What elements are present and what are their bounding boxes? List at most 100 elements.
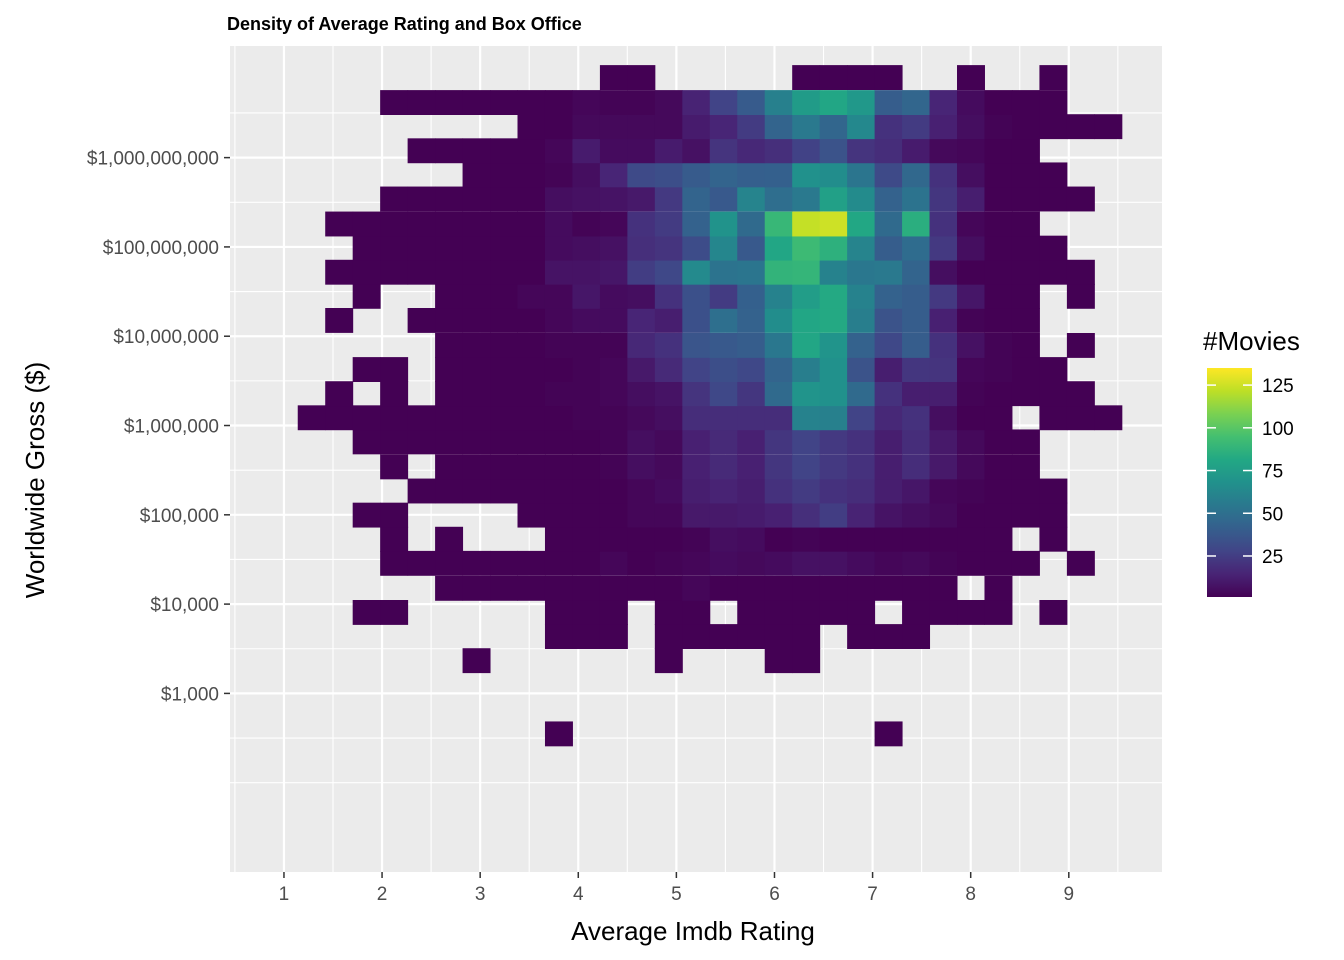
- heatmap-cell: [764, 138, 793, 164]
- heatmap-cell: [819, 381, 848, 407]
- heatmap-cell: [819, 357, 848, 382]
- heatmap-cell: [544, 90, 573, 115]
- heatmap-cell: [792, 186, 821, 212]
- heatmap-cell: [544, 454, 573, 480]
- heatmap-cell: [517, 138, 546, 164]
- heatmap-cell: [902, 90, 931, 115]
- heatmap-cell: [490, 259, 518, 285]
- heatmap-cell: [352, 235, 381, 261]
- heatmap-cell: [874, 478, 903, 504]
- heatmap-cell: [792, 575, 821, 601]
- heatmap-cell: [984, 429, 1013, 455]
- heatmap-cell: [874, 186, 903, 212]
- heatmap-cell: [957, 259, 985, 285]
- heatmap-cell: [792, 381, 821, 407]
- heatmap-cell: [435, 575, 464, 601]
- heatmap-cell: [737, 235, 766, 261]
- heatmap-cell: [1011, 235, 1040, 261]
- heatmap-cell: [1066, 186, 1095, 212]
- heatmap-cell: [517, 429, 546, 455]
- heatmap-cell: [682, 454, 711, 480]
- heatmap-cell: [1011, 283, 1040, 309]
- heatmap-cell: [792, 429, 821, 455]
- heatmap-cell: [599, 114, 628, 140]
- heatmap-cell: [819, 90, 848, 115]
- heatmap-cell: [984, 405, 1013, 431]
- heatmap-cell: [929, 138, 958, 164]
- heatmap-cell: [654, 600, 683, 625]
- heatmap-cell: [407, 186, 436, 212]
- heatmap-cell: [984, 454, 1013, 480]
- heatmap-cell: [490, 478, 518, 504]
- x-tick-label: 3: [475, 884, 486, 905]
- heatmap-cell: [847, 600, 876, 625]
- heatmap-cell: [1011, 429, 1040, 455]
- heatmap-cell: [517, 162, 546, 188]
- heatmap-cell: [847, 502, 876, 528]
- heatmap-cell: [902, 502, 931, 528]
- heatmap-cell: [764, 600, 793, 625]
- heatmap-cell: [709, 575, 738, 601]
- heatmap-cell: [929, 550, 958, 576]
- heatmap-cell: [572, 235, 601, 261]
- heatmap-cell: [544, 721, 573, 747]
- heatmap-cell: [847, 65, 876, 90]
- heatmap-cell: [847, 162, 876, 188]
- heatmap-cell: [1066, 405, 1095, 431]
- heatmap-cell: [462, 90, 491, 115]
- heatmap-cell: [737, 502, 766, 528]
- legend-ticks: 25 50 75 100 125: [1207, 376, 1294, 568]
- heatmap-cell: [1039, 235, 1068, 261]
- heatmap-cell: [380, 381, 409, 407]
- heatmap-cell: [792, 550, 821, 576]
- heatmap-cell: [929, 357, 958, 382]
- heatmap-cell: [627, 454, 656, 480]
- heatmap-cell: [819, 259, 848, 285]
- heatmap-cell: [819, 308, 848, 333]
- heatmap-cell: [737, 478, 766, 504]
- heatmap-cell: [682, 526, 711, 552]
- heatmap-cell: [984, 502, 1013, 528]
- heatmap-cell: [627, 575, 656, 601]
- heatmap-cell: [462, 333, 491, 358]
- heatmap-cell: [654, 429, 683, 455]
- heatmap-cell: [929, 162, 958, 188]
- heatmap-cell: [984, 357, 1013, 382]
- heatmap-cell: [380, 526, 409, 552]
- heatmap-cell: [682, 333, 711, 358]
- heatmap-cell: [572, 478, 601, 504]
- x-tick-label: 8: [965, 884, 976, 905]
- heatmap-cell: [517, 114, 546, 140]
- heatmap-cell: [435, 357, 464, 382]
- heatmap-cell: [819, 211, 848, 237]
- heatmap-cell: [984, 90, 1013, 115]
- heatmap-cell: [1011, 454, 1040, 480]
- heatmap-cell: [1039, 357, 1068, 382]
- heatmap-cell: [572, 624, 601, 649]
- heatmap-cell: [764, 186, 793, 212]
- heatmap-cell: [984, 211, 1013, 237]
- heatmap-cell: [407, 259, 436, 285]
- heatmap-cell: [627, 138, 656, 164]
- heatmap-cell: [874, 381, 903, 407]
- heatmap-cell: [1039, 114, 1068, 140]
- heatmap-cell: [572, 138, 601, 164]
- heatmap-cell: [764, 478, 793, 504]
- heatmap-cell: [544, 600, 573, 625]
- heatmap-cell: [435, 211, 464, 237]
- heatmap-cell: [847, 333, 876, 358]
- y-tick-label: $1,000,000,000: [87, 149, 219, 170]
- heatmap-cell: [929, 259, 958, 285]
- heatmap-cell: [435, 186, 464, 212]
- heatmap-cell: [984, 600, 1013, 625]
- heatmap-cell: [682, 308, 711, 333]
- heatmap-cell: [627, 381, 656, 407]
- heatmap-cell: [572, 454, 601, 480]
- heatmap-cell: [1011, 186, 1040, 212]
- heatmap-cell: [490, 90, 518, 115]
- heatmap-cell: [654, 478, 683, 504]
- heatmap-cell: [627, 478, 656, 504]
- heatmap-cell: [874, 259, 903, 285]
- heatmap-cell: [654, 454, 683, 480]
- heatmap-cell: [572, 259, 601, 285]
